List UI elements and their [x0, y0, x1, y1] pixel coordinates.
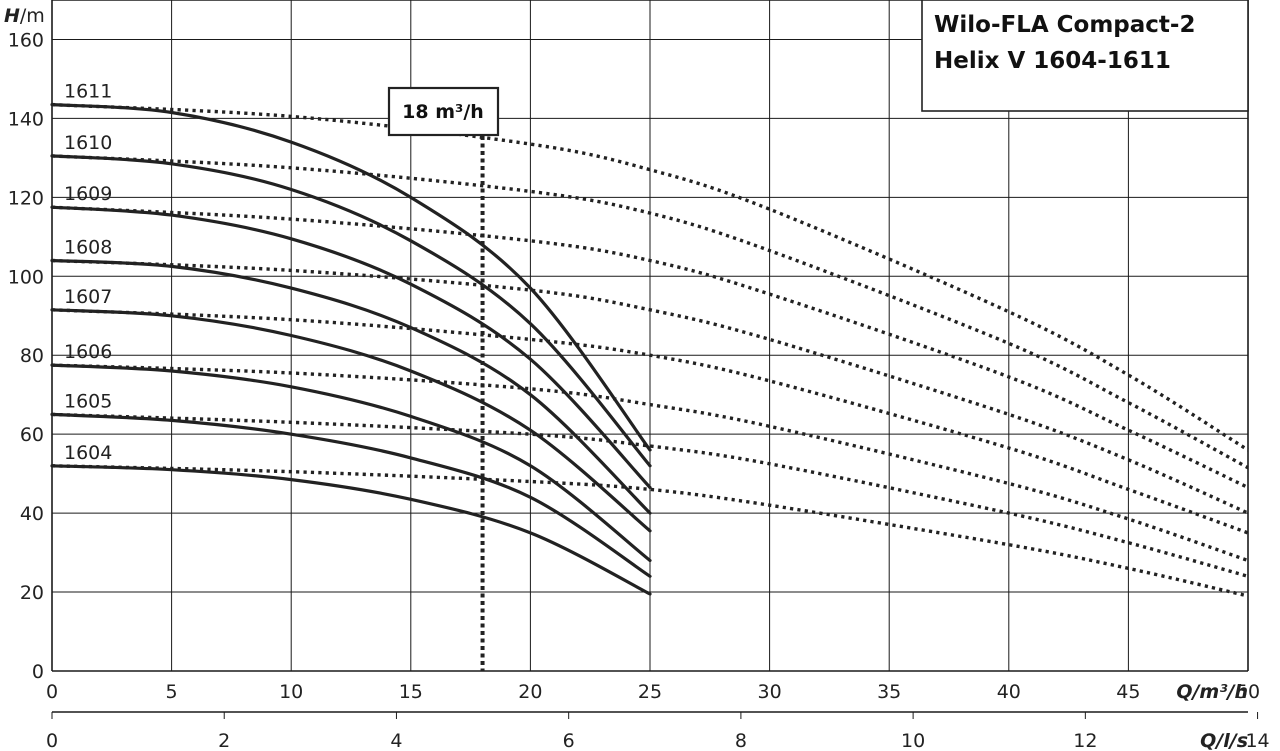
title-box: Wilo-FLA Compact-2 Helix V 1604-1611 — [921, 0, 1249, 112]
y-tick-label: 120 — [8, 187, 44, 209]
y-tick-label: 140 — [8, 108, 44, 130]
marker-box — [387, 86, 500, 137]
y-axis-title: H/m — [4, 5, 45, 27]
series-1609-solid-curve — [50, 205, 652, 490]
series-1608-solid-curve — [50, 258, 652, 515]
x-tick-label: 30 — [758, 681, 782, 703]
series-1610-dotted-curve — [51, 154, 1249, 470]
title-frame — [921, 0, 1249, 112]
curves: 1604 1605 1606 1607 1608 1609 1610 1611 — [50, 81, 1249, 598]
x2-tick-label: 12 — [1073, 730, 1097, 751]
chart-title-line-1: Wilo-FLA Compact-2 — [934, 12, 1195, 38]
series-1604-label: 1604 — [64, 442, 112, 464]
x-tick-label: 5 — [166, 681, 178, 703]
x-tick-label: 40 — [997, 681, 1021, 703]
series-1604-dotted-curve — [51, 464, 1249, 598]
series-1609-dotted-curve — [51, 205, 1249, 490]
x-axis-unit: /m³/h — [1190, 681, 1248, 703]
chart-title-line-2: Helix V 1604-1611 — [934, 48, 1171, 74]
x-tick-label: 45 — [1116, 681, 1140, 703]
x2-tick-label: 8 — [735, 730, 747, 751]
y-tick-label: 160 — [8, 29, 44, 51]
y-tick-label: 80 — [20, 345, 44, 367]
series-1611-label: 1611 — [64, 81, 112, 103]
y-tick-label: 20 — [20, 582, 44, 604]
x-tick-label: 10 — [279, 681, 303, 703]
x-tick-label: 50 — [1236, 681, 1260, 703]
x2-axis-symbol: Q — [1200, 730, 1216, 751]
y-tick-label: 40 — [20, 503, 44, 525]
x2-tick-label: 4 — [390, 730, 402, 751]
x2-tick-label: 6 — [563, 730, 575, 751]
series-1605-solid-curve — [50, 412, 652, 578]
series-1605-dotted-curve — [51, 412, 1249, 578]
x-tick-label: 35 — [877, 681, 901, 703]
x-axis-symbol: Q — [1176, 681, 1192, 703]
x-tick-label: 25 — [638, 681, 662, 703]
marker-label: 18 m³/h — [402, 101, 484, 123]
series-1608-label: 1608 — [64, 237, 112, 259]
x2-axis-unit: /l/s — [1214, 730, 1248, 751]
series-1606-label: 1606 — [64, 341, 112, 363]
x2-tick-label: 0 — [46, 730, 58, 751]
flow-marker: 18 m³/h — [387, 86, 500, 671]
series-1606-solid-curve — [50, 363, 652, 563]
x-axis-title: Q/m³/h — [1176, 681, 1248, 703]
x2-tick-label: 2 — [218, 730, 230, 751]
x2-axis-title: Q/l/s — [1200, 730, 1248, 751]
series-1604-solid-curve — [50, 464, 652, 596]
series-1610-label: 1610 — [64, 132, 112, 154]
x-tick-label: 0 — [46, 681, 58, 703]
y-axis-unit: /m — [20, 5, 45, 27]
series-1611-solid-curve — [50, 103, 652, 452]
series-1611-dotted-curve — [51, 102, 1249, 452]
series-1607-label: 1607 — [64, 286, 112, 308]
x-tick-label: 20 — [518, 681, 542, 703]
y-tick-label: 0 — [32, 661, 44, 683]
series-1605-label: 1605 — [64, 390, 112, 412]
series-1607-dotted-curve — [51, 308, 1249, 535]
axes: H/m Q/m³/h Q/l/s 0 5 10 15 20 25 30 35 40 45 50020… — [4, 5, 1270, 751]
y-axis-symbol: H — [4, 5, 20, 27]
y-tick-label: 100 — [8, 266, 44, 288]
x2-tick-label: 10 — [901, 730, 925, 751]
y-tick-label: 60 — [20, 424, 44, 446]
series-1610-solid-curve — [50, 154, 652, 468]
x2-tick-label: 14 — [1245, 730, 1269, 751]
series-1608-dotted-curve — [51, 258, 1249, 515]
series-1606-dotted-curve — [51, 363, 1249, 563]
series-1607-solid-curve — [50, 308, 652, 533]
series-1609-label: 1609 — [64, 183, 112, 205]
x-tick-label: 15 — [399, 681, 423, 703]
